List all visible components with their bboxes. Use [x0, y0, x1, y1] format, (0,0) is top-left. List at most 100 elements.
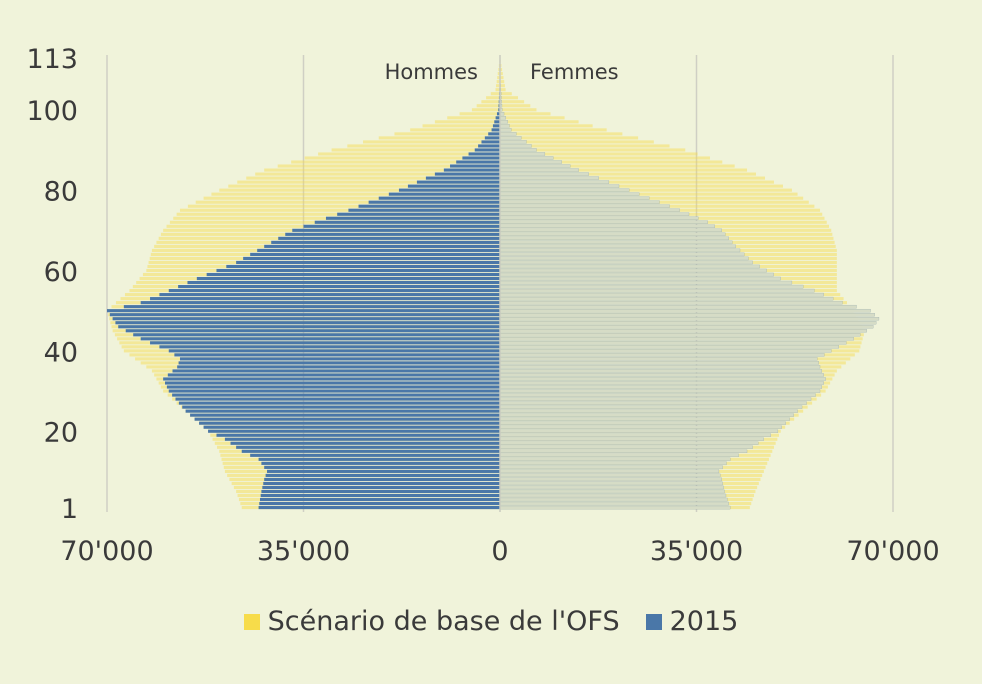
bar-2015-women-age-48	[500, 317, 879, 320]
bar-scenario-women-age-99	[500, 112, 551, 115]
legend-item-2015: 2015	[646, 606, 739, 637]
bar-2015-women-age-27	[500, 402, 807, 405]
bar-2015-men-age-82	[417, 181, 500, 184]
bar-2015-women-age-8	[500, 478, 722, 481]
bar-2015-women-age-47	[500, 321, 876, 324]
bar-2015-women-age-83	[500, 177, 599, 180]
bar-2015-women-age-75	[500, 209, 680, 212]
bar-2015-men-age-32	[165, 381, 500, 384]
bar-2015-women-age-26	[500, 406, 802, 409]
y-tick-label-2: 40	[44, 337, 78, 368]
bar-scenario-men-age-101	[477, 104, 500, 107]
bar-2015-men-age-12	[261, 462, 500, 465]
bar-2015-men-age-59	[207, 273, 500, 276]
women-side-label: Femmes	[530, 60, 619, 84]
bar-2015-women-age-21	[500, 426, 782, 429]
bar-2015-men-age-56	[178, 285, 500, 288]
bar-2015-women-age-68	[500, 237, 729, 240]
bar-2015-men-age-94	[488, 132, 500, 135]
x-tick-label-1: 35'000	[257, 536, 350, 567]
bar-2015-men-age-89	[469, 152, 500, 155]
bar-2015-men-age-4	[261, 494, 500, 497]
bar-2015-women-age-55	[500, 289, 814, 292]
bar-scenario-men-age-97	[435, 120, 500, 123]
bar-2015-women-age-65	[500, 249, 740, 252]
bar-2015-women-age-45	[500, 329, 867, 332]
bar-2015-women-age-71	[500, 225, 715, 228]
bar-2015-women-age-84	[500, 173, 589, 176]
bar-scenario-men-age-100	[472, 108, 500, 111]
bar-2015-women-age-78	[500, 197, 649, 200]
bar-scenario-men-age-93	[379, 136, 500, 139]
bar-2015-men-age-2	[259, 502, 500, 505]
bar-scenario-women-age-95	[500, 128, 607, 131]
bar-2015-men-age-81	[408, 185, 500, 188]
bar-2015-men-age-78	[379, 197, 500, 200]
bar-2015-women-age-53	[500, 297, 833, 300]
bar-2015-men-age-84	[435, 173, 500, 176]
bar-2015-men-age-9	[266, 474, 500, 477]
bar-2015-women-age-4	[500, 494, 726, 497]
bar-2015-women-age-54	[500, 293, 824, 296]
bar-2015-men-age-64	[250, 253, 500, 256]
bar-2015-men-age-27	[179, 402, 500, 405]
bar-2015-men-age-22	[199, 422, 500, 425]
bar-2015-men-age-47	[115, 321, 500, 324]
bar-2015-women-age-74	[500, 213, 689, 216]
bar-2015-men-age-66	[264, 245, 500, 248]
bar-2015-women-age-98	[500, 116, 506, 119]
legend-swatch-scenario	[244, 614, 260, 630]
bar-2015-men-age-68	[278, 237, 500, 240]
bar-2015-men-age-71	[304, 225, 501, 228]
bar-2015-women-age-77	[500, 201, 659, 204]
x-tick-label-4: 70'000	[846, 536, 939, 567]
bar-2015-women-age-59	[500, 273, 774, 276]
bar-2015-men-age-43	[141, 337, 500, 340]
bar-2015-women-age-52	[500, 301, 842, 304]
bar-2015-men-age-15	[242, 450, 500, 453]
bar-2015-women-age-20	[500, 430, 778, 433]
x-tick-label-0: 70'000	[60, 536, 153, 567]
bar-2015-men-age-8	[264, 478, 500, 481]
bar-2015-women-age-33	[500, 377, 826, 380]
bar-2015-women-age-72	[500, 221, 708, 224]
bar-2015-women-age-37	[500, 361, 819, 364]
bar-2015-men-age-54	[159, 293, 500, 296]
bar-scenario-women-age-100	[500, 108, 536, 111]
bar-2015-men-age-23	[195, 418, 500, 421]
bar-2015-men-age-7	[263, 482, 500, 485]
bar-2015-men-age-50	[107, 309, 500, 312]
bar-2015-men-age-80	[399, 189, 500, 192]
bar-2015-men-age-31	[167, 385, 500, 388]
bar-2015-women-age-80	[500, 189, 629, 192]
bar-2015-women-age-31	[500, 385, 822, 388]
y-tick-label-0: 1	[61, 494, 78, 525]
bar-2015-men-age-40	[169, 349, 500, 352]
bar-2015-men-age-65	[257, 249, 500, 252]
bar-2015-women-age-76	[500, 205, 670, 208]
bar-2015-women-age-88	[500, 156, 553, 159]
bar-2015-women-age-50	[500, 309, 871, 312]
bar-2015-men-age-17	[231, 442, 500, 445]
bar-2015-women-age-15	[500, 450, 747, 453]
bar-2015-men-age-93	[485, 136, 500, 139]
bar-2015-women-age-11	[500, 466, 723, 469]
bar-2015-men-age-33	[163, 377, 500, 380]
bar-2015-women-age-16	[500, 446, 753, 449]
bar-2015-men-age-90	[475, 148, 500, 151]
bar-2015-women-age-6	[500, 486, 724, 489]
bar-2015-men-age-76	[359, 205, 500, 208]
y-tick-label-6: 113	[26, 44, 78, 75]
bar-2015-women-age-87	[500, 160, 562, 163]
bar-2015-women-age-86	[500, 164, 570, 167]
bar-2015-women-age-2	[500, 502, 729, 505]
bar-2015-women-age-64	[500, 253, 744, 256]
bar-2015-men-age-11	[264, 466, 500, 469]
bar-scenario-men-age-103	[486, 96, 500, 99]
bar-2015-men-age-69	[285, 233, 500, 236]
bar-2015-men-age-28	[175, 398, 500, 401]
bar-2015-women-age-89	[500, 152, 545, 155]
bar-2015-men-age-72	[315, 221, 500, 224]
